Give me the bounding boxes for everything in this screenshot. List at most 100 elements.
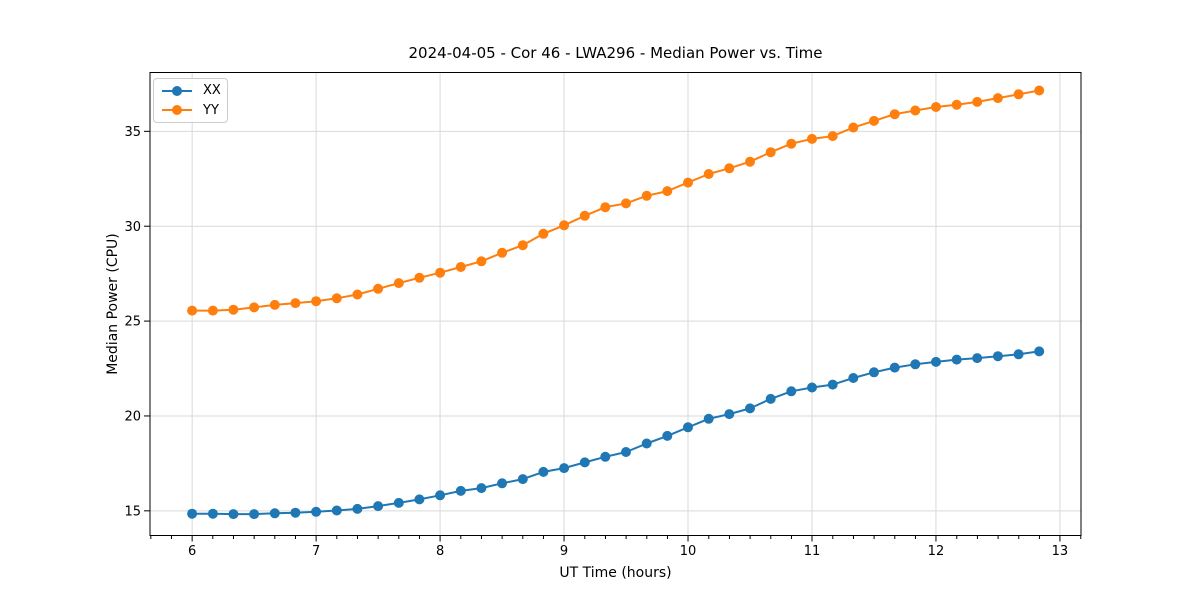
y-axis-label: Median Power (CPU) <box>105 233 121 375</box>
series-xx-marker <box>352 503 363 514</box>
x-tick-label: 11 <box>804 544 821 559</box>
series-yy-marker <box>249 302 260 313</box>
series-xx-marker <box>951 354 962 365</box>
series-yy-marker <box>600 202 611 213</box>
series-xx-marker <box>331 505 342 516</box>
series-yy-marker <box>869 115 879 126</box>
series-xx-marker <box>311 506 322 517</box>
series-yy-marker <box>621 198 631 209</box>
x-tick-label: 13 <box>1052 544 1069 559</box>
x-tick-label: 9 <box>560 544 568 559</box>
series-yy-marker <box>745 156 755 167</box>
x-tick-label: 6 <box>188 544 196 559</box>
series-yy-marker <box>910 105 921 116</box>
series-yy-marker <box>414 272 425 283</box>
series-yy-marker <box>393 278 404 289</box>
series-yy-marker <box>455 262 466 272</box>
legend-line-marker-xx-icon <box>162 85 192 96</box>
series-yy-marker <box>517 240 528 251</box>
series-yy-marker <box>311 296 322 307</box>
legend-label-xx: XX <box>203 83 221 99</box>
series-yy-line <box>191 89 1041 312</box>
series-xx-marker <box>786 386 797 397</box>
series-xx-line <box>191 350 1041 516</box>
x-axis-label: UT Time (hours) <box>559 565 672 581</box>
series-yy-marker <box>269 299 280 310</box>
series-yy-marker <box>683 177 693 188</box>
series-xx-marker <box>869 367 879 378</box>
series-yy-marker <box>992 93 1003 104</box>
series-yy-marker <box>889 109 900 120</box>
series-xx-marker <box>476 483 487 494</box>
series-yy-marker <box>207 305 218 316</box>
series-xx-marker <box>290 507 301 518</box>
series-xx-marker <box>538 466 549 477</box>
chart-title: 2024-04-05 - Cor 46 - LWA296 - Median Po… <box>408 44 823 62</box>
series-yy-marker <box>848 122 859 133</box>
series-yy-marker <box>951 99 962 110</box>
legend-item-yy: YY <box>160 101 221 121</box>
series-yy-marker <box>703 169 714 179</box>
series-yy-marker <box>807 133 817 144</box>
series-xx-marker <box>724 409 735 420</box>
series-xx-marker <box>621 447 631 457</box>
series-yy-marker <box>331 293 342 304</box>
series-xx-marker <box>992 351 1003 362</box>
series-xx-marker <box>269 508 280 519</box>
x-tick-label: 7 <box>312 544 320 559</box>
series-xx-marker <box>641 438 652 449</box>
series-yy-marker <box>435 267 446 278</box>
series-yy-marker <box>538 228 549 239</box>
series-xx-marker <box>228 509 239 520</box>
series-xx-marker <box>807 382 817 393</box>
series-xx-marker <box>1013 349 1024 360</box>
series-xx-marker <box>559 463 570 474</box>
series-xx-marker <box>393 497 404 508</box>
series-xx-marker <box>207 508 218 519</box>
y-tick-label: 25 <box>124 315 141 330</box>
series-yy-marker <box>724 163 735 174</box>
series-xx-marker <box>931 356 941 367</box>
series-yy-marker <box>765 147 776 158</box>
series-xx-marker <box>187 508 198 519</box>
y-tick-label: 35 <box>124 125 141 140</box>
series-xx-marker <box>745 403 755 414</box>
series-xx-marker <box>827 379 838 390</box>
series-xx-marker <box>848 373 859 383</box>
legend-label-yy: YY <box>203 102 219 118</box>
x-tick-label: 10 <box>680 544 697 559</box>
series-xx-marker <box>373 501 384 512</box>
series-yy-marker <box>827 131 838 142</box>
series-yy-marker <box>1013 89 1024 100</box>
series-yy-marker <box>228 304 239 315</box>
series-xx-marker <box>1034 346 1045 357</box>
series-yy-marker <box>476 256 487 267</box>
x-tick-label: 8 <box>436 544 444 559</box>
series-xx-marker <box>600 451 611 462</box>
series-yy-marker <box>373 283 384 294</box>
plot-border <box>149 72 1082 536</box>
series-xx-marker <box>683 422 693 433</box>
series-yy-marker <box>972 96 983 107</box>
series-yy-marker <box>352 289 363 300</box>
series-xx-marker <box>517 474 528 485</box>
series-xx-marker <box>249 509 260 520</box>
series-xx-marker <box>889 362 900 373</box>
y-tick-label: 15 <box>124 504 141 519</box>
legend-line-marker-yy-icon <box>162 105 192 116</box>
series-xx-marker <box>910 359 921 370</box>
series-yy-marker <box>641 190 652 201</box>
series-yy-marker <box>579 210 590 221</box>
series-yy-marker <box>662 186 673 197</box>
legend-item-xx: XX <box>160 81 221 101</box>
series-xx-marker <box>579 457 590 468</box>
series-xx-marker <box>972 353 983 364</box>
x-tick-label: 12 <box>928 544 945 559</box>
series-xx-marker <box>497 478 508 489</box>
y-tick-label: 20 <box>124 410 141 425</box>
series-yy-marker <box>187 305 198 316</box>
series-yy-marker <box>497 247 508 258</box>
y-tick-label: 30 <box>124 220 141 235</box>
